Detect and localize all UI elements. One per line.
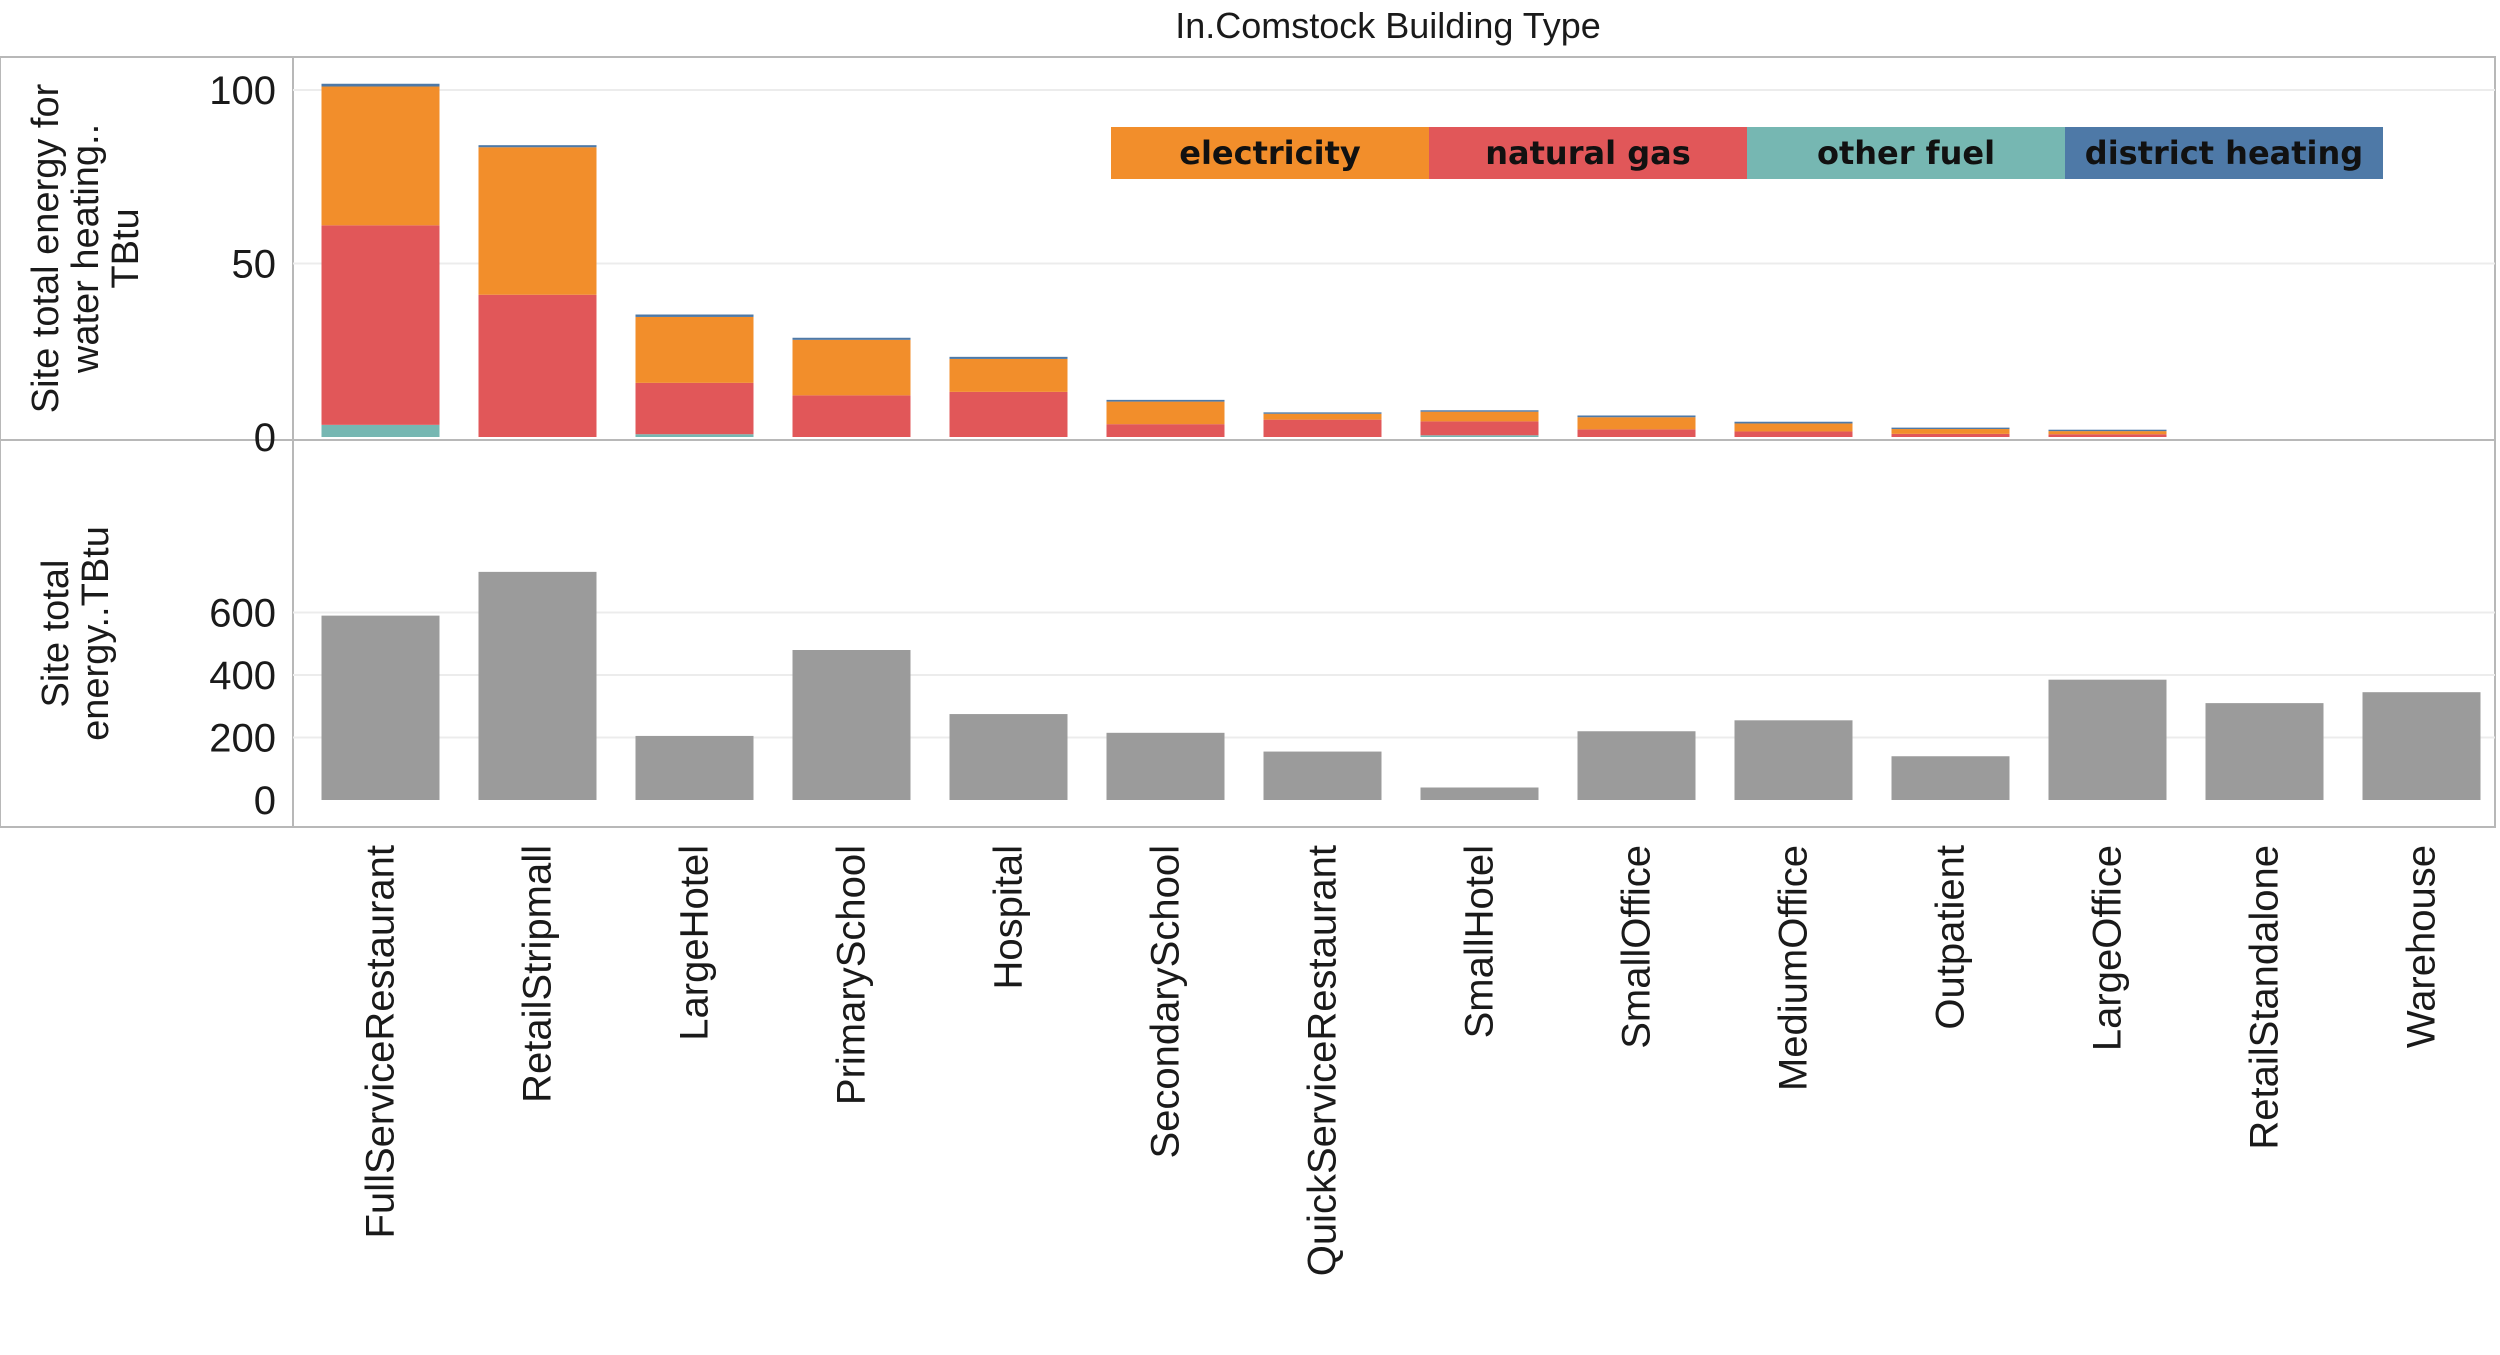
x-tick-label: FullServiceRestaurant <box>359 845 403 1239</box>
x-tick-label: PrimarySchool <box>830 845 874 1105</box>
legend-swatch <box>1111 127 1429 179</box>
bar-water-heating <box>478 145 597 148</box>
bar-water-heating <box>1891 433 2010 437</box>
bar-site-total <box>1420 787 1539 800</box>
gridlines <box>293 89 2495 739</box>
bar-site-total <box>2205 703 2324 800</box>
bar-water-heating <box>1577 429 1696 437</box>
legend-swatch <box>1747 127 2065 179</box>
legend-entry: electricity <box>1179 134 1361 172</box>
bar-water-heating <box>2048 434 2167 437</box>
x-tick-label: Outpatient <box>1929 845 1973 1030</box>
bar-site-total <box>635 735 754 800</box>
x-tick-label: LargeOffice <box>2086 845 2130 1051</box>
x-tick-label: SmallHotel <box>1458 845 1502 1038</box>
y-tick-label: 50 <box>232 243 277 287</box>
x-tick-label: LargeHotel <box>673 845 717 1041</box>
legend-entry: natural gas <box>1485 134 1690 172</box>
x-tick-label: SmallOffice <box>1615 845 1659 1049</box>
bar-site-total <box>478 571 597 800</box>
x-tick-label: SecondarySchool <box>1144 845 1188 1159</box>
bar-water-heating <box>321 83 440 87</box>
y-tick-label: 0 <box>254 416 276 460</box>
x-tick-label: QuickServiceRestaurant <box>1301 845 1345 1276</box>
bar-water-heating <box>792 395 911 437</box>
bar-water-heating <box>1420 410 1539 412</box>
legend: electricity natural gas other fuel district… <box>1111 127 2383 179</box>
bar-water-heating <box>1734 423 1853 432</box>
bar-water-heating <box>321 86 440 226</box>
bar-water-heating <box>1734 421 1853 424</box>
bar-water-heating <box>1577 417 1696 430</box>
bar-water-heating <box>1106 424 1225 437</box>
bar-water-heating <box>949 356 1068 359</box>
bar-site-total <box>1734 720 1853 800</box>
bar-water-heating <box>792 337 911 340</box>
bar-site-total <box>792 650 911 800</box>
bar-site-total <box>2048 679 2167 800</box>
y-tick-label: 100 <box>209 69 276 113</box>
bar-water-heating <box>1263 413 1382 420</box>
y-axis-label-line: energy..TBtu <box>75 526 117 741</box>
bar-water-heating <box>1106 401 1225 425</box>
bar-water-heating <box>478 147 597 295</box>
bar-water-heating <box>321 424 440 437</box>
bar-water-heating <box>635 314 754 317</box>
x-tick-label: MediumOffice <box>1772 845 1816 1091</box>
y-tick-label: 400 <box>209 654 276 698</box>
bar-water-heating <box>1106 399 1225 402</box>
outer-frame <box>0 56 2496 828</box>
bar-water-heating <box>1263 412 1382 414</box>
bar-water-heating <box>792 339 911 396</box>
panel-frames <box>0 56 2496 828</box>
bar-water-heating <box>1420 411 1539 422</box>
bar-water-heating <box>478 294 597 437</box>
legend-entry: other fuel <box>1817 134 1995 172</box>
bar-site-total <box>1891 756 2010 800</box>
bar-water-heating <box>635 316 754 383</box>
bar-water-heating <box>1263 419 1382 437</box>
bar-water-heating <box>1420 421 1539 436</box>
x-tick-label: Warehouse <box>2400 845 2444 1048</box>
bar-site-total <box>949 714 1068 800</box>
bar-site-total <box>2362 692 2481 800</box>
bar-water-heating <box>1577 415 1696 418</box>
y-tick-label: 200 <box>209 717 276 761</box>
legend-entry: district heating <box>2085 134 2363 172</box>
bar-water-heating <box>949 391 1068 437</box>
bar-site-total <box>1263 751 1382 800</box>
x-tick-label: RetailStandalone <box>2243 845 2287 1150</box>
bar-water-heating <box>635 434 754 437</box>
bar-water-heating <box>635 382 754 435</box>
bar-site-total <box>1106 732 1225 800</box>
y-axis-label-line: water heating.. <box>65 124 107 374</box>
bar-water-heating <box>2048 431 2167 435</box>
y-tick-labels: 0 50 100 0 200 400 600 <box>209 69 276 823</box>
legend-swatch <box>1429 127 1747 179</box>
chart-title: In.Comstock Building Type <box>1175 5 1601 46</box>
bars <box>321 83 2481 800</box>
bar-water-heating <box>1420 435 1539 437</box>
bar-water-heating <box>321 225 440 425</box>
bar-water-heating <box>949 358 1068 392</box>
bar-site-total <box>1577 731 1696 800</box>
y-axis-label-line: Site total <box>35 560 77 708</box>
bar-water-heating <box>1891 427 2010 430</box>
bar-water-heating <box>1891 429 2010 434</box>
x-tick-labels: FullServiceRestaurant RetailStripmall Larg… <box>359 845 2444 1276</box>
y-tick-label: 600 <box>209 592 276 636</box>
y-axis-label-line: TBtu <box>105 208 147 288</box>
x-tick-label: Hospital <box>987 845 1031 990</box>
bar-water-heating <box>1734 431 1853 437</box>
x-tick-label: RetailStripmall <box>516 845 560 1103</box>
bar-water-heating <box>2048 429 2167 432</box>
y-axis-label-line: Site total energy for <box>25 83 67 413</box>
legend-swatch <box>2065 127 2383 179</box>
bar-site-total <box>321 615 440 800</box>
y-tick-label: 0 <box>254 779 276 823</box>
